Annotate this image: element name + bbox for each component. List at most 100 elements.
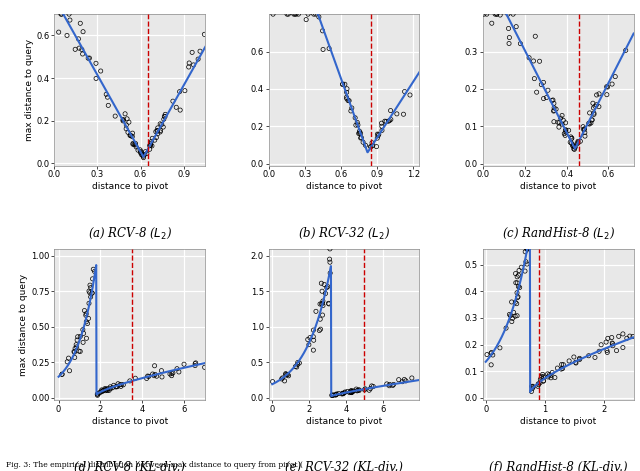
Point [384,382,394,390]
Point [354,387,364,394]
Point [314,327,324,334]
Point [511,279,521,286]
Point [607,80,617,88]
Point [541,94,552,101]
Point [138,154,148,162]
Point [268,378,278,385]
Point [495,344,505,352]
Point [160,113,170,121]
Point [504,40,514,47]
Point [77,50,88,58]
Point [315,316,325,323]
Point [72,343,82,351]
Point [584,352,594,359]
Point [319,281,329,288]
Point [84,300,94,307]
Point [625,333,635,340]
Point [122,115,132,122]
Point [86,293,96,300]
Point [527,382,538,390]
Point [374,130,384,138]
Point [351,122,361,129]
Point [506,298,516,306]
Point [568,142,579,150]
Point [120,110,130,118]
Point [70,354,80,361]
Point [354,386,364,394]
Point [338,80,348,88]
Point [547,97,557,104]
Point [70,46,80,53]
Point [621,334,632,342]
Point [65,16,75,24]
Point [102,387,113,394]
Point [570,144,580,151]
Point [136,149,147,157]
Point [97,387,108,395]
Point [130,374,140,382]
Point [152,127,162,134]
Point [81,311,91,319]
Point [398,111,408,118]
Point [74,44,84,52]
Point [535,379,545,387]
Point [570,358,580,366]
Point [92,391,102,399]
Point [588,104,598,112]
Point [140,148,150,155]
Point [64,10,74,18]
Point [603,334,613,342]
Point [355,130,365,137]
Text: (e) RCV-32 (KL-div.): (e) RCV-32 (KL-div.) [285,461,403,471]
Point [308,10,319,18]
Point [534,57,545,65]
Point [195,48,205,55]
Point [83,320,93,327]
Point [337,390,348,397]
Point [360,386,370,394]
Point [342,95,352,103]
Point [508,315,518,322]
Point [513,271,524,279]
Point [504,34,515,41]
Point [340,81,350,88]
Point [579,126,589,133]
Point [578,123,588,130]
Point [188,61,198,69]
Point [184,63,194,71]
Point [77,46,87,53]
Point [589,111,599,118]
Point [554,119,564,126]
Point [566,135,577,142]
Point [543,370,553,378]
Point [157,121,167,128]
Point [527,385,538,392]
Point [136,148,146,155]
Point [482,351,492,358]
Point [166,372,177,380]
Point [515,40,525,48]
Point [566,139,577,147]
Point [327,392,337,399]
Point [281,371,291,379]
Point [573,139,583,147]
Point [549,104,559,112]
Point [513,293,523,300]
Point [135,146,145,154]
Point [575,355,585,362]
Point [523,245,533,252]
Point [292,361,303,368]
Point [511,300,522,308]
Point [538,371,548,378]
Point [367,142,378,149]
Point [512,273,522,281]
Point [280,370,291,377]
Point [618,330,628,338]
Point [607,334,617,341]
Point [86,284,96,292]
Point [556,114,566,122]
Point [507,318,517,325]
Point [88,275,98,283]
Point [109,382,119,389]
Point [591,91,602,99]
